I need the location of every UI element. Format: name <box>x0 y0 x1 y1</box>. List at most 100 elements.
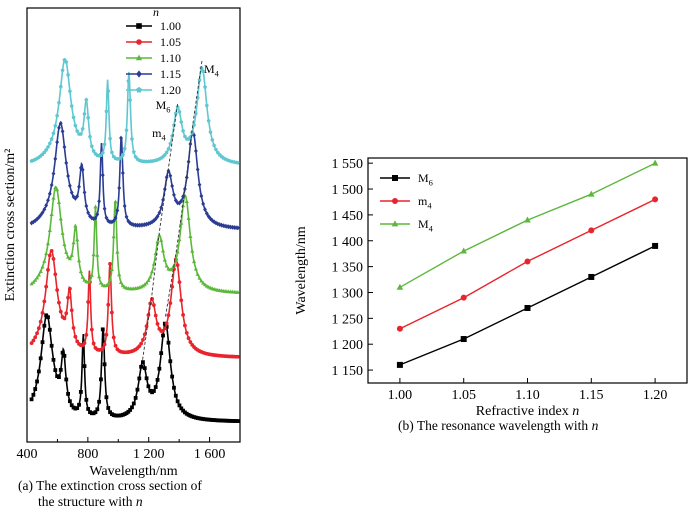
series-point-n-1.10 <box>193 266 198 271</box>
series-point-n-1.05 <box>58 309 63 314</box>
series-point-n-1.00 <box>170 374 175 379</box>
caption-a-line1: (a) The extinction cross section of <box>18 478 202 493</box>
series-point-n-1.15 <box>206 214 211 219</box>
series-point-n-1.00 <box>35 379 39 384</box>
series-point-n-1.10 <box>115 249 120 254</box>
series-point-n-1.15 <box>113 215 118 221</box>
series-point-n-1.15 <box>188 141 193 147</box>
series-point-n-1.05 <box>235 354 240 359</box>
series-point-n-1.20 <box>181 128 186 133</box>
series-point-n-1.00 <box>144 376 149 381</box>
series-point-n-1.20 <box>64 59 69 64</box>
caption-b-variable: n <box>591 418 599 433</box>
series-point-n-1.20 <box>120 152 125 157</box>
series-point-n-1.10 <box>75 237 80 242</box>
series-point-n-1.15 <box>95 211 100 217</box>
series-point-n-1.10 <box>31 279 36 284</box>
series-point-n-1.10 <box>78 269 83 274</box>
y-tick-label-b: 1 250 <box>332 312 364 327</box>
y-axis-label-a: Extinction cross section/m² <box>3 149 18 302</box>
series-point-n-1.05 <box>84 332 89 337</box>
series-point-n-1.10 <box>190 248 195 253</box>
series-point-n-1.10 <box>42 258 47 263</box>
series-point-n-1.15 <box>82 189 87 195</box>
series-point-n-1.10 <box>87 278 93 283</box>
x-tick-label-a: 1 600 <box>194 447 226 462</box>
series-point-n-1.15 <box>80 167 85 173</box>
series-point-n-1.00 <box>133 395 138 400</box>
series-point-n-1.15 <box>235 225 240 231</box>
series-point-n-1.15 <box>226 224 231 230</box>
series-point-n-1.15 <box>162 186 167 192</box>
series-point-n-1.10 <box>148 274 153 279</box>
legend-label-a: 1.20 <box>160 83 181 97</box>
legend-marker-b <box>392 175 398 181</box>
series-point-n-1.05 <box>69 308 74 313</box>
series-point-n-1.05 <box>151 303 156 308</box>
series-point-n-1.10 <box>95 252 100 257</box>
series-point-n-1.20 <box>108 136 113 141</box>
series-point-n-1.00 <box>130 405 134 410</box>
series-point-n-1.00 <box>159 351 164 356</box>
annotation-M6-label: M6 <box>156 98 171 115</box>
series-point-n-1.10 <box>146 278 151 283</box>
x-tick-label-b: 1.10 <box>515 388 540 403</box>
series-point-n-1.15 <box>157 210 162 216</box>
series-point-n-1.10 <box>40 264 45 269</box>
y-tick-label-b: 1 200 <box>332 338 364 353</box>
y-tick-label-b: 1 350 <box>332 261 364 276</box>
data-point-M6 <box>652 242 659 249</box>
series-point-n-1.00 <box>84 397 89 402</box>
series-point-n-1.15 <box>217 222 222 228</box>
data-point-M4 <box>651 159 659 166</box>
series-point-n-1.00 <box>164 324 169 329</box>
series-point-n-1.05 <box>170 284 175 289</box>
series-point-n-1.10 <box>62 242 67 247</box>
series-point-n-1.15 <box>225 223 229 229</box>
series-point-n-1.10 <box>67 256 72 261</box>
series-point-n-1.20 <box>210 137 215 142</box>
series-point-n-1.15 <box>234 225 238 231</box>
series-point-n-1.10 <box>82 277 87 282</box>
series-point-n-1.20 <box>173 111 178 116</box>
series-point-n-1.15 <box>60 128 65 134</box>
series-point-n-1.10 <box>98 280 104 285</box>
series-point-n-1.00 <box>235 419 240 423</box>
series-point-n-1.20 <box>126 78 131 83</box>
legend-label-b: m4 <box>418 194 432 211</box>
series-point-n-1.10 <box>64 250 69 254</box>
series-point-n-1.15 <box>203 207 207 212</box>
series-point-n-1.05 <box>62 316 67 321</box>
series-point-n-1.00 <box>49 343 54 348</box>
series-point-n-1.20 <box>122 146 127 151</box>
series-point-n-1.10 <box>186 216 191 220</box>
series-point-n-1.00 <box>175 399 180 404</box>
series-point-n-1.05 <box>181 312 185 317</box>
series-point-n-1.10 <box>117 272 122 277</box>
series-point-n-1.10 <box>197 275 202 280</box>
series-point-n-1.20 <box>166 146 171 151</box>
series-point-n-1.05 <box>104 332 109 337</box>
series-point-n-1.15 <box>199 193 204 199</box>
series-point-n-1.00 <box>142 366 147 371</box>
legend-marker-a <box>136 86 142 93</box>
series-point-n-1.00 <box>102 362 107 367</box>
series-point-n-1.00 <box>155 377 160 382</box>
series-point-n-1.00 <box>179 406 184 411</box>
series-point-n-1.00 <box>75 406 80 411</box>
series-point-n-1.20 <box>182 134 187 139</box>
series-point-n-1.05 <box>47 253 52 258</box>
series-point-n-1.20 <box>88 134 92 139</box>
legend-label-b: M4 <box>418 217 434 234</box>
series-point-n-1.10 <box>191 259 197 264</box>
series-point-n-1.15 <box>159 205 164 211</box>
series-point-n-1.20 <box>208 129 213 134</box>
series-point-n-1.10 <box>179 220 184 225</box>
series-point-n-1.00 <box>64 377 69 382</box>
series-point-n-1.15 <box>51 171 56 177</box>
x-tick-label-a: 800 <box>77 447 98 462</box>
series-point-n-1.15 <box>172 192 176 198</box>
series-point-n-1.05 <box>55 288 60 292</box>
series-point-n-1.20 <box>128 97 133 102</box>
series-point-n-1.00 <box>58 367 63 372</box>
